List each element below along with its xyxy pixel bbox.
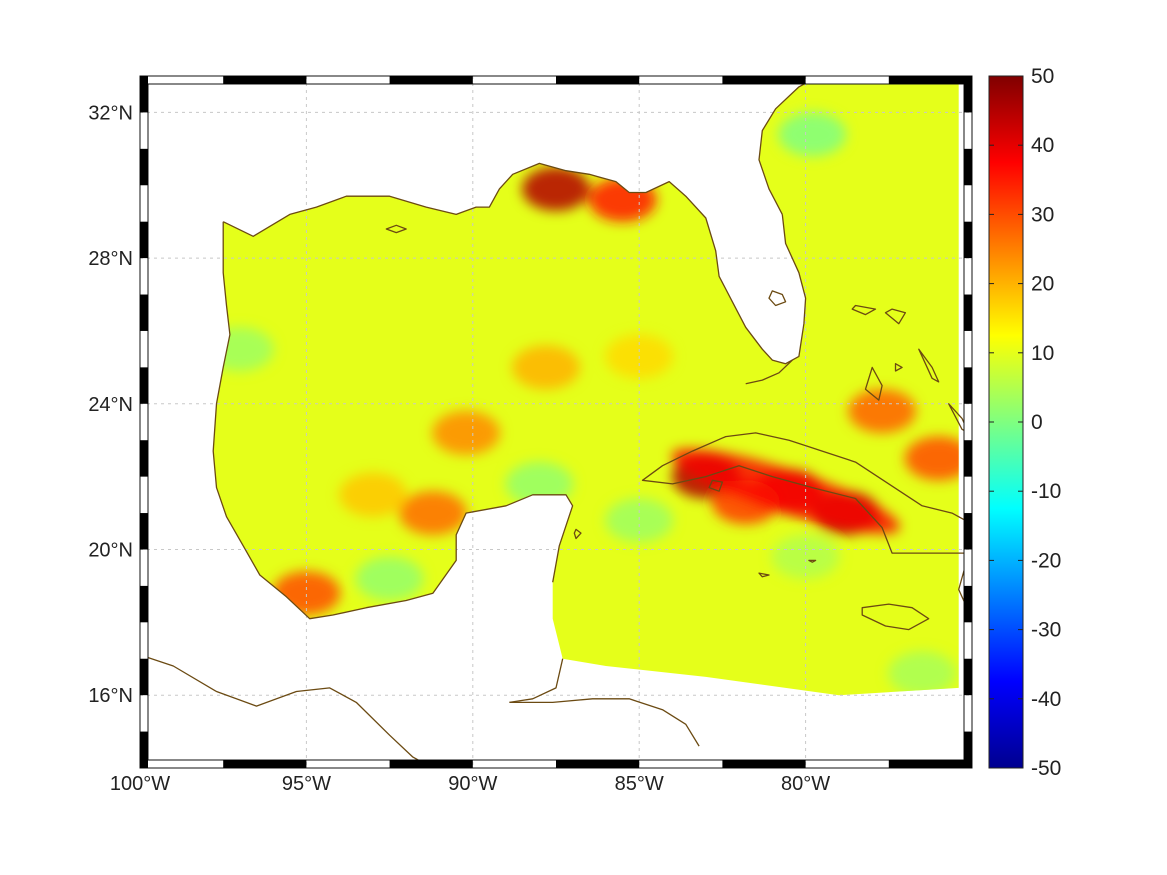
coast-bahamas-0 <box>884 308 907 325</box>
colorbar-tick-label: 20 <box>1031 273 1054 296</box>
coast-hispaniola <box>958 568 964 603</box>
coast-atlantic <box>758 84 806 215</box>
colorbar: 50 40 30 20 10 0 -10 -20 -30 -40 -50 <box>988 65 1061 780</box>
field-anomaly-band <box>671 448 900 534</box>
coast-mexico <box>212 221 574 620</box>
coast-bahamas-3 <box>894 363 903 372</box>
x-tick-label: 90°W <box>448 773 497 795</box>
x-tick-labels: 100°W 95°W 90°W 85°W 80°W <box>110 773 830 795</box>
x-tick-label: 95°W <box>282 773 331 795</box>
coast-florida-keys <box>745 359 793 385</box>
field-anomaly-20 <box>888 651 957 696</box>
coast-cuba <box>641 432 964 554</box>
colorbar-gradient <box>988 75 1024 769</box>
field-anomaly-13 <box>339 472 407 517</box>
coast-bahamas-5 <box>948 403 964 432</box>
colorbar-tick-label: -20 <box>1031 549 1061 572</box>
colorbar-tick-label: 50 <box>1031 65 1054 88</box>
coast-island-3 <box>573 528 582 540</box>
colorbar-tick-label: 40 <box>1031 134 1054 157</box>
coast-pacific <box>148 656 420 760</box>
field-anomaly-16 <box>605 498 674 543</box>
coast-lake-okeechobee <box>768 290 787 307</box>
y-tick-label: 20°N <box>88 540 133 562</box>
field-anomaly-19 <box>771 534 840 579</box>
coast-jamaica <box>861 603 930 631</box>
coast-island-1 <box>758 572 770 578</box>
map-frame <box>139 75 973 769</box>
field-anomaly-10 <box>512 345 580 390</box>
colorbar-tick-label: 10 <box>1031 342 1054 365</box>
colorbar-tick-label: -30 <box>1031 619 1061 642</box>
field-anomaly-7 <box>904 436 959 481</box>
field-anomaly-6 <box>848 389 917 434</box>
field-anomaly-9 <box>432 410 501 455</box>
coast-bahamas-4 <box>918 348 940 383</box>
field-anomaly-14 <box>778 112 847 157</box>
colorbar-tick-label: 0 <box>1031 411 1043 434</box>
colorbar-tick-label: -40 <box>1031 688 1061 711</box>
y-tick-label: 32°N <box>88 102 133 124</box>
coast-island-4 <box>708 479 724 492</box>
coast-belize <box>509 658 564 704</box>
y-tick-labels: 32°N 28°N 24°N 20°N 16°N <box>88 102 133 707</box>
x-tick-label: 100°W <box>110 773 170 795</box>
x-tick-label: 80°W <box>781 773 830 795</box>
y-tick-label: 28°N <box>88 248 133 270</box>
y-tick-label: 16°N <box>88 685 133 707</box>
coast-honduras <box>509 698 700 747</box>
colorbar-tick-label: -50 <box>1031 757 1061 780</box>
grid-lines <box>139 76 972 768</box>
coast-bahamas-2 <box>864 366 883 401</box>
coast-island-2 <box>808 559 817 563</box>
coastlines <box>148 84 964 760</box>
y-tick-label: 24°N <box>88 394 133 416</box>
colorbar-tick-label: 30 <box>1031 203 1054 226</box>
field-anomaly-18 <box>355 556 424 601</box>
coast-island-0 <box>385 224 407 234</box>
coast-bahamas-1 <box>851 304 877 316</box>
field-anomaly-0 <box>522 166 590 211</box>
colorbar-tick-label: -10 <box>1031 480 1061 503</box>
x-tick-label: 85°W <box>615 773 664 795</box>
field-anomaly-8 <box>398 491 467 536</box>
